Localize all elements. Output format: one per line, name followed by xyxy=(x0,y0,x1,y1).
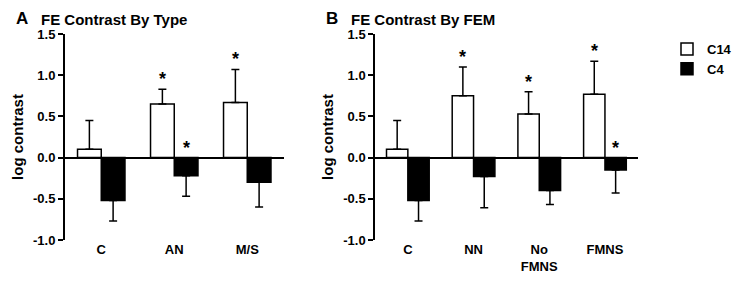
svg-text:1.0: 1.0 xyxy=(37,68,55,83)
svg-text:1.5: 1.5 xyxy=(348,27,366,42)
svg-text:*: * xyxy=(525,72,532,92)
svg-text:FE Contrast By Type: FE Contrast By Type xyxy=(41,11,187,28)
svg-text:C: C xyxy=(97,242,107,257)
svg-text:*: * xyxy=(159,69,166,89)
svg-text:A: A xyxy=(16,9,28,28)
svg-text:1.5: 1.5 xyxy=(37,27,55,42)
svg-text:*: * xyxy=(459,47,466,67)
svg-text:0.5: 0.5 xyxy=(37,109,55,124)
svg-text:*: * xyxy=(183,138,190,158)
svg-text:M/S: M/S xyxy=(236,242,259,257)
svg-text:AN: AN xyxy=(165,242,184,257)
svg-text:C: C xyxy=(403,242,413,257)
svg-text:*: * xyxy=(232,49,239,69)
svg-text:-1.0: -1.0 xyxy=(33,233,55,248)
svg-text:NN: NN xyxy=(464,242,483,257)
svg-text:*: * xyxy=(591,41,598,61)
svg-text:NoFMNS: NoFMNS xyxy=(521,242,558,274)
svg-text:C14: C14 xyxy=(707,42,732,57)
svg-text:-0.5: -0.5 xyxy=(343,191,365,206)
svg-text:0.0: 0.0 xyxy=(37,150,55,165)
svg-text:log contrast: log contrast xyxy=(319,94,336,180)
svg-text:log contrast: log contrast xyxy=(9,94,26,180)
svg-text:0.5: 0.5 xyxy=(348,109,366,124)
svg-text:0.0: 0.0 xyxy=(348,150,366,165)
svg-text:-1.0: -1.0 xyxy=(343,233,365,248)
svg-text:FE Contrast By FEM: FE Contrast By FEM xyxy=(351,11,495,28)
svg-text:C4: C4 xyxy=(707,62,724,77)
svg-text:FMNS: FMNS xyxy=(587,242,624,257)
svg-text:*: * xyxy=(612,138,619,158)
svg-text:-0.5: -0.5 xyxy=(33,191,55,206)
svg-text:1.0: 1.0 xyxy=(348,68,366,83)
svg-text:B: B xyxy=(326,9,338,28)
